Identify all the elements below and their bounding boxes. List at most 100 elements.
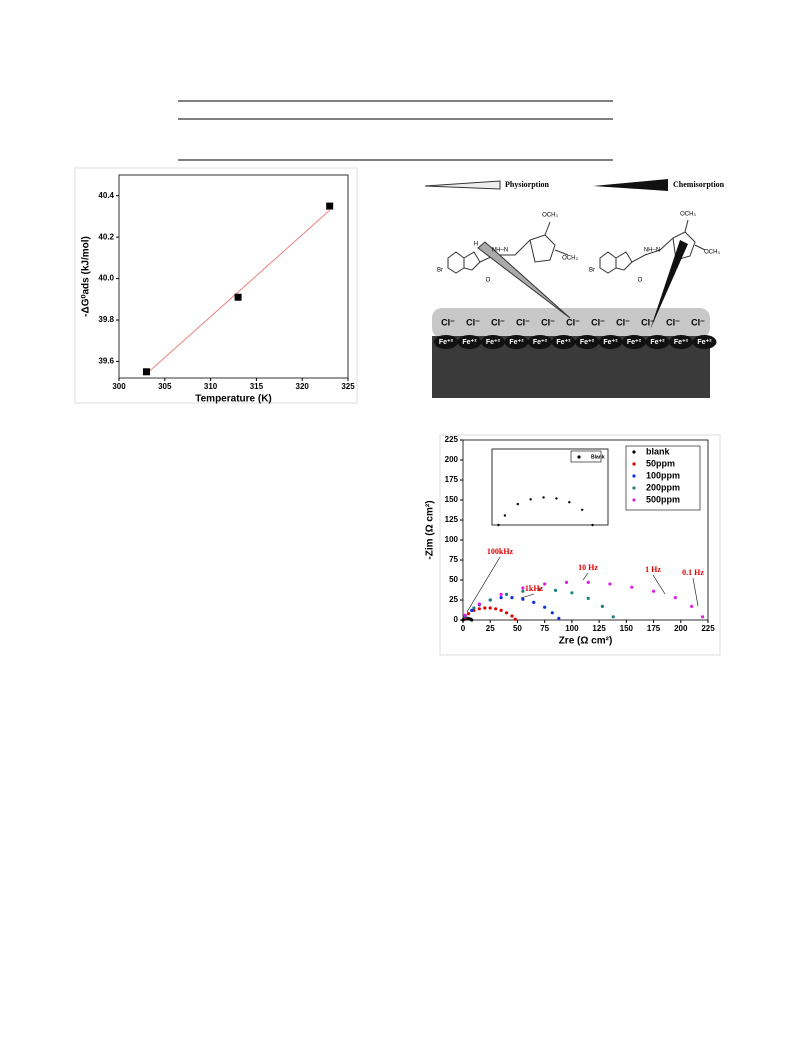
point xyxy=(543,605,547,609)
y-tick-label: 39.8 xyxy=(98,315,114,324)
chloride-layer xyxy=(432,308,710,338)
point xyxy=(488,598,492,602)
cation: Fe⁺² xyxy=(603,339,618,346)
cation-blob xyxy=(504,335,529,349)
plot-frame xyxy=(118,174,349,379)
x-tick-label: 175 xyxy=(647,624,661,633)
cation: Fe⁺² xyxy=(627,339,642,346)
atom-label: H xyxy=(474,242,478,248)
cation-blob xyxy=(598,335,623,349)
y-tick-label: 200 xyxy=(445,455,459,464)
chemisorption-bond xyxy=(650,240,688,330)
x-tick-label: 150 xyxy=(620,624,634,633)
point xyxy=(499,596,503,600)
cation: Fe⁺² xyxy=(509,339,524,346)
point xyxy=(543,582,547,586)
figure-frame xyxy=(74,167,358,404)
x-tick-label: 305 xyxy=(158,382,172,391)
point xyxy=(537,588,541,592)
atom-label: Br xyxy=(589,268,595,274)
point xyxy=(521,589,525,593)
cation: Fe⁺² xyxy=(697,339,712,346)
x-tick-label: 0 xyxy=(461,624,466,633)
adsorption-diagram xyxy=(420,168,720,400)
anion: Cl⁻ xyxy=(666,317,680,327)
legend-label: 100ppm xyxy=(646,470,680,480)
cation-blob xyxy=(434,335,458,349)
legend-label: Chemisorption xyxy=(673,180,725,189)
legend-label: 50ppm xyxy=(646,458,675,468)
x-axis-label: Zre (Ω cm²) xyxy=(559,636,613,647)
legend-marker xyxy=(632,498,636,502)
point xyxy=(553,588,558,593)
annotation: 10 Hz xyxy=(578,563,598,572)
legend-marker xyxy=(577,455,581,459)
anion: Cl⁻ xyxy=(516,317,530,327)
point xyxy=(488,606,492,610)
legend-label: blank xyxy=(646,446,671,456)
point xyxy=(142,368,150,376)
y-axis-label: -ΔG⁰ads (kJ/mol) xyxy=(81,236,92,317)
anion: Cl⁻ xyxy=(691,317,705,327)
point xyxy=(564,580,569,585)
physisorption-wedge xyxy=(424,180,501,190)
cation-blob xyxy=(551,335,576,349)
annotation: 100kHz xyxy=(487,547,514,556)
plot-frame xyxy=(462,439,709,621)
point xyxy=(499,592,503,597)
point xyxy=(234,293,242,301)
y-tick-label: 40.0 xyxy=(98,274,114,283)
point xyxy=(690,604,694,609)
point xyxy=(521,586,525,590)
cation-blob xyxy=(645,335,670,349)
legend-marker xyxy=(632,474,636,478)
point xyxy=(673,596,677,600)
y-tick-label: 50 xyxy=(449,575,458,584)
atom-label: OCH₃ xyxy=(562,256,578,262)
x-tick-label: 200 xyxy=(674,624,688,633)
point xyxy=(581,508,584,511)
cation-blob xyxy=(692,335,717,349)
atom-label: OCH₃ xyxy=(542,213,558,219)
cation-blob xyxy=(669,335,693,349)
atom-label: O xyxy=(638,278,643,284)
anion: Cl⁻ xyxy=(566,317,580,327)
point xyxy=(477,607,481,611)
point xyxy=(463,613,467,617)
point xyxy=(591,523,594,527)
point xyxy=(504,592,509,597)
molecule xyxy=(447,219,706,274)
annotation-arrow xyxy=(692,577,699,607)
anion: Cl⁻ xyxy=(641,317,655,327)
atom-label: NH–N xyxy=(644,248,660,254)
anion: Cl⁻ xyxy=(491,317,505,327)
atom-label: OCH₃ xyxy=(680,212,696,218)
point xyxy=(600,604,604,609)
atom-label: NH–N xyxy=(492,248,508,254)
cation-blob xyxy=(528,335,552,349)
x-tick-label: 125 xyxy=(592,624,606,633)
point xyxy=(555,497,558,500)
point xyxy=(542,496,545,499)
x-tick-label: 315 xyxy=(250,382,264,391)
annotation: 0.1 Hz xyxy=(682,568,704,577)
point xyxy=(532,600,536,605)
cation: Fe⁺² xyxy=(580,339,595,346)
legend-label: Blank xyxy=(591,454,605,460)
cation-blob xyxy=(457,335,482,349)
y-tick-label: 225 xyxy=(445,435,459,444)
cation: Fe⁺² xyxy=(533,339,548,346)
point xyxy=(611,615,615,619)
point xyxy=(700,615,705,619)
x-tick-label: 225 xyxy=(701,624,715,633)
point xyxy=(630,585,634,589)
legend-box xyxy=(570,450,602,463)
x-tick-label: 310 xyxy=(204,382,218,391)
point xyxy=(608,582,612,586)
annotation: 1 Hz xyxy=(645,565,661,574)
point xyxy=(516,502,519,506)
legend-label: Physiorption xyxy=(505,180,550,189)
atom-label: OCH₃ xyxy=(704,250,720,256)
anion: Cl⁻ xyxy=(441,317,455,327)
